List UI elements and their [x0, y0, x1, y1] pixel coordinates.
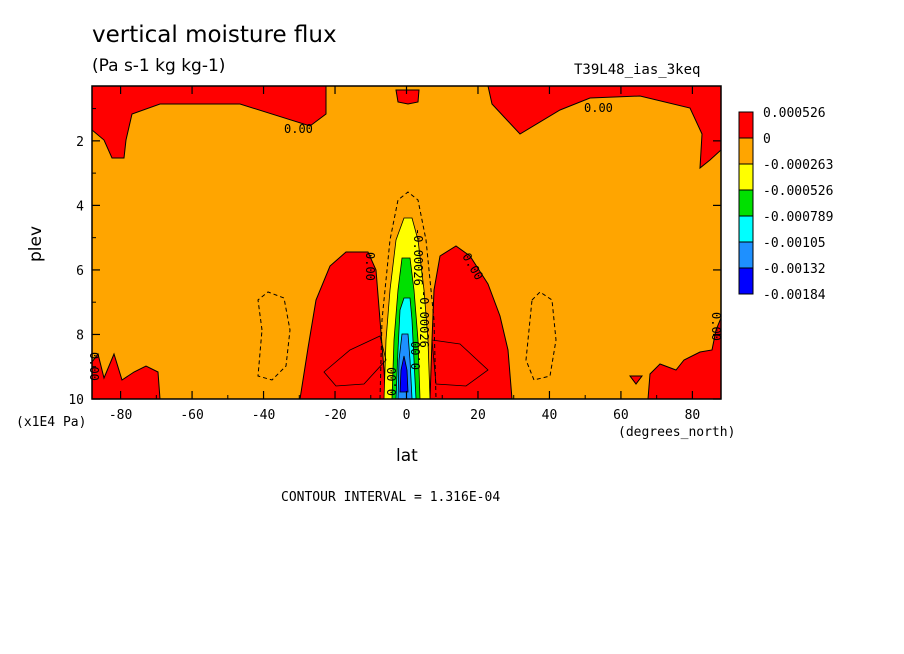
dashed-contour-right [525, 291, 557, 381]
chart-title: vertical moisture flux [92, 22, 337, 48]
contour-label: 0.00 [409, 341, 423, 370]
x-tick-label: 40 [542, 408, 558, 423]
red-region-top-right [487, 86, 721, 170]
x-tick-label: 20 [470, 408, 486, 423]
colorbar-label: -0.000789 [763, 210, 833, 225]
contour-labels: 0.00 0.00 0.00 0.00 0.00 0.00 0.00 0.00 … [87, 101, 723, 396]
red-region-bottom-right [647, 317, 721, 399]
x-axis-unit: (degrees_north) [618, 425, 736, 440]
colorbar-label: -0.00184 [763, 288, 826, 303]
colorbar-swatch [738, 215, 754, 243]
contour-label: 0.00 [584, 101, 613, 115]
contour-label: 0.00 [284, 122, 313, 136]
y-tick-label: 6 [76, 264, 84, 279]
colorbar-swatch [738, 137, 754, 165]
chart-units: (Pa s-1 kg kg-1) [92, 56, 226, 76]
x-tick-label: 80 [685, 408, 701, 423]
colorbar-label: 0 [763, 132, 771, 147]
x-tick-label: -20 [323, 408, 346, 423]
red-marker [629, 375, 643, 385]
solid-contour-north [431, 339, 489, 387]
dashed-contour-outer [379, 191, 437, 399]
contour-interval: CONTOUR INTERVAL = 1.316E-04 [281, 490, 501, 505]
y-axis-ticks: 2 4 6 8 10 [68, 108, 721, 408]
colorbar: 0.000526 0 -0.000263 -0.000526 -0.000789 -0.0… [738, 106, 833, 303]
contour-label: 0.00 [709, 312, 723, 341]
x-tick-label: -40 [252, 408, 275, 423]
colorbar-label: -0.000526 [763, 184, 833, 199]
y-tick-label: 4 [76, 199, 84, 214]
colorbar-label: -0.00132 [763, 262, 826, 277]
colorbar-label: 0.000526 [763, 106, 826, 121]
colorbar-label: -0.000263 [763, 158, 833, 173]
x-tick-label: -60 [180, 408, 203, 423]
red-region-bottom-left-edge [92, 352, 161, 399]
x-tick-label: 0 [403, 408, 411, 423]
red-region-north-lobe [429, 245, 513, 399]
x-axis-ticks: -80 -60 -40 -20 0 20 40 60 80 [109, 86, 700, 423]
y-tick-label: 2 [76, 135, 84, 150]
colorbar-swatch [738, 111, 754, 139]
contour-fills [92, 86, 721, 399]
contour-label: -0.00026 [417, 290, 431, 348]
x-tick-label: 60 [613, 408, 629, 423]
colorbar-label: -0.00105 [763, 236, 826, 251]
dashed-contour-left [257, 291, 291, 381]
colorbar-swatch [738, 241, 754, 269]
y-tick-label: 8 [76, 328, 84, 343]
red-region-top-center [395, 89, 420, 105]
solid-contour-south [323, 335, 387, 387]
x-axis-label: lat [396, 446, 418, 466]
y-tick-label: 10 [68, 393, 84, 408]
contour-label: -0.00026 [411, 228, 425, 286]
colorbar-swatch [738, 163, 754, 191]
contour-label: 0.00 [385, 367, 399, 396]
run-label: T39L48_ias_3keq [574, 62, 701, 78]
colorbar-swatch [738, 189, 754, 217]
y-axis-unit: (x1E4 Pa) [16, 415, 87, 430]
contour-label: 0.00 [363, 252, 377, 281]
red-region-top-left [92, 86, 327, 159]
x-tick-label: -80 [109, 408, 132, 423]
colorbar-swatch [738, 267, 754, 295]
